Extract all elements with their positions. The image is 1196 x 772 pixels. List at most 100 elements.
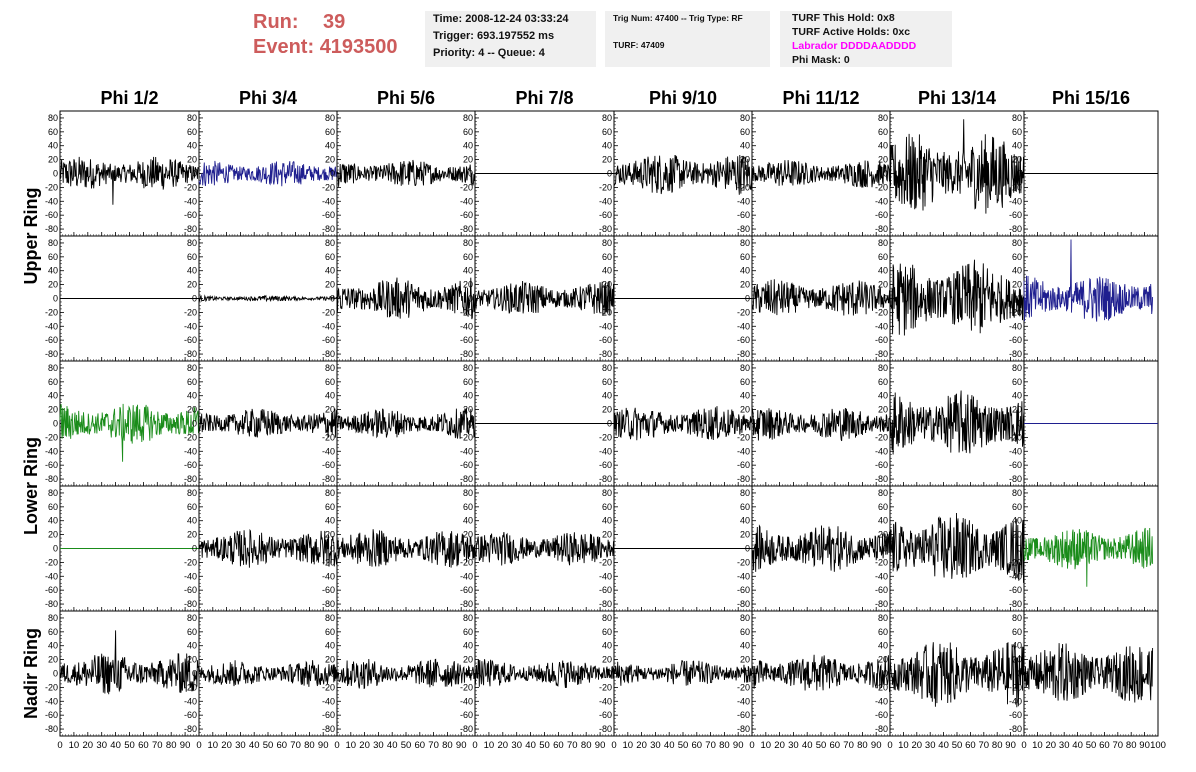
y-tick-label: 80 (602, 113, 612, 123)
y-tick-label: -20 (1009, 432, 1022, 442)
x-tick-label: 90 (180, 740, 191, 751)
y-tick-label: 20 (463, 405, 473, 415)
x-tick-label: 50 (1086, 740, 1097, 751)
y-tick-label: -60 (1009, 710, 1022, 720)
run-value: 39 (323, 11, 346, 33)
y-tick-label: 40 (463, 516, 473, 526)
y-tick-label: -60 (184, 710, 197, 720)
y-tick-label: -40 (1009, 321, 1022, 331)
y-tick-label: -60 (599, 210, 612, 220)
waveform-panel: -80 -60 -40 -20 0 20 40 60 80 (460, 360, 615, 487)
y-tick-label: -80 (322, 724, 335, 734)
x-tick-label: 80 (581, 740, 592, 751)
y-tick-label: 60 (878, 502, 888, 512)
column-header: Phi 1/2 (100, 88, 158, 108)
y-tick-label: -60 (322, 335, 335, 345)
y-tick-label: 60 (602, 502, 612, 512)
waveform-panel: -80 -60 -40 -20 0 20 40 60 80 (875, 235, 1025, 362)
y-tick-label: -20 (1009, 682, 1022, 692)
y-tick-label: 20 (740, 405, 750, 415)
y-tick-label: -80 (45, 474, 58, 484)
waveform-panel: -80 -60 -40 -20 0 20 40 60 80 (322, 235, 476, 362)
y-tick-label: -20 (322, 557, 335, 567)
x-tick-label: 0 (334, 740, 339, 751)
y-tick-label: 20 (48, 155, 58, 165)
y-tick-label: -60 (184, 210, 197, 220)
waveform-trace (336, 658, 476, 690)
event-value: 4193500 (319, 36, 398, 58)
labrador-text: Labrador DDDDAADDDD (792, 40, 917, 52)
x-tick-label: 50 (678, 740, 689, 751)
y-tick-label: -20 (875, 182, 888, 192)
y-tick-label: 60 (740, 127, 750, 137)
y-tick-label: -20 (45, 307, 58, 317)
waveform-panel: -80 -60 -40 -20 0 20 40 60 80 (184, 485, 338, 612)
column-header: Phi 13/14 (918, 88, 996, 108)
x-tick-label: 0 (1021, 740, 1026, 751)
y-tick-label: 80 (878, 488, 888, 498)
y-tick-label: -80 (737, 724, 750, 734)
waveform-panel: -80 -60 -40 -20 0 20 40 60 80 (460, 485, 615, 612)
y-tick-label: 0 (1017, 669, 1022, 679)
y-tick-label: -20 (737, 557, 750, 567)
y-tick-label: 60 (463, 627, 473, 637)
y-tick-label: 40 (325, 516, 335, 526)
y-tick-label: 60 (325, 502, 335, 512)
x-tick-label: 60 (830, 740, 841, 751)
y-tick-label: 0 (53, 544, 58, 554)
y-tick-label: -40 (322, 571, 335, 581)
y-tick-label: -20 (737, 307, 750, 317)
y-tick-label: -20 (322, 682, 335, 692)
y-tick-label: 0 (53, 169, 58, 179)
y-tick-label: 80 (463, 113, 473, 123)
y-tick-label: -40 (184, 321, 197, 331)
y-tick-label: -80 (1009, 474, 1022, 484)
y-tick-label: -80 (460, 474, 473, 484)
y-tick-label: 60 (187, 502, 197, 512)
y-tick-label: 80 (740, 238, 750, 248)
y-tick-label: -80 (322, 224, 335, 234)
y-tick-label: 0 (53, 669, 58, 679)
waveform-panel: -80 -60 -40 -20 0 20 40 60 80 (1009, 110, 1159, 237)
y-tick-label: 20 (740, 655, 750, 665)
y-tick-label: -60 (45, 710, 58, 720)
y-tick-label: -40 (460, 196, 473, 206)
y-tick-label: 0 (330, 419, 335, 429)
y-tick-label: 80 (878, 613, 888, 623)
y-tick-label: 0 (330, 294, 335, 304)
y-tick-label: 40 (463, 641, 473, 651)
y-tick-label: 20 (878, 530, 888, 540)
y-tick-label: 80 (1012, 113, 1022, 123)
y-tick-label: -80 (737, 599, 750, 609)
y-tick-label: 60 (602, 127, 612, 137)
y-tick-label: 60 (463, 127, 473, 137)
y-tick-label: -80 (737, 474, 750, 484)
y-tick-label: 80 (187, 488, 197, 498)
x-tick-label: 20 (498, 740, 509, 751)
y-tick-label: -20 (599, 557, 612, 567)
y-tick-label: 40 (48, 391, 58, 401)
y-tick-label: 80 (187, 113, 197, 123)
y-tick-label: 20 (878, 405, 888, 415)
x-tick-label: 80 (166, 740, 177, 751)
y-tick-label: -80 (599, 224, 612, 234)
x-tick-label: 10 (484, 740, 495, 751)
y-tick-label: 80 (740, 488, 750, 498)
y-tick-label: 40 (740, 391, 750, 401)
y-tick-label: -60 (875, 210, 888, 220)
y-tick-label: 40 (463, 391, 473, 401)
y-tick-label: 80 (740, 613, 750, 623)
y-tick-label: 80 (325, 488, 335, 498)
y-tick-label: 60 (602, 627, 612, 637)
y-tick-label: 80 (325, 363, 335, 373)
y-tick-label: 40 (878, 516, 888, 526)
y-tick-label: -80 (45, 724, 58, 734)
y-tick-label: -80 (1009, 224, 1022, 234)
y-tick-label: 0 (745, 419, 750, 429)
waveform-panel: -80 -60 -40 -20 0 20 40 60 80 (875, 610, 1025, 737)
y-tick-label: 0 (330, 669, 335, 679)
y-tick-label: 40 (602, 641, 612, 651)
waveform-panel: -80 -60 -40 -20 0 20 40 60 80 (737, 110, 891, 237)
y-tick-label: 40 (325, 266, 335, 276)
